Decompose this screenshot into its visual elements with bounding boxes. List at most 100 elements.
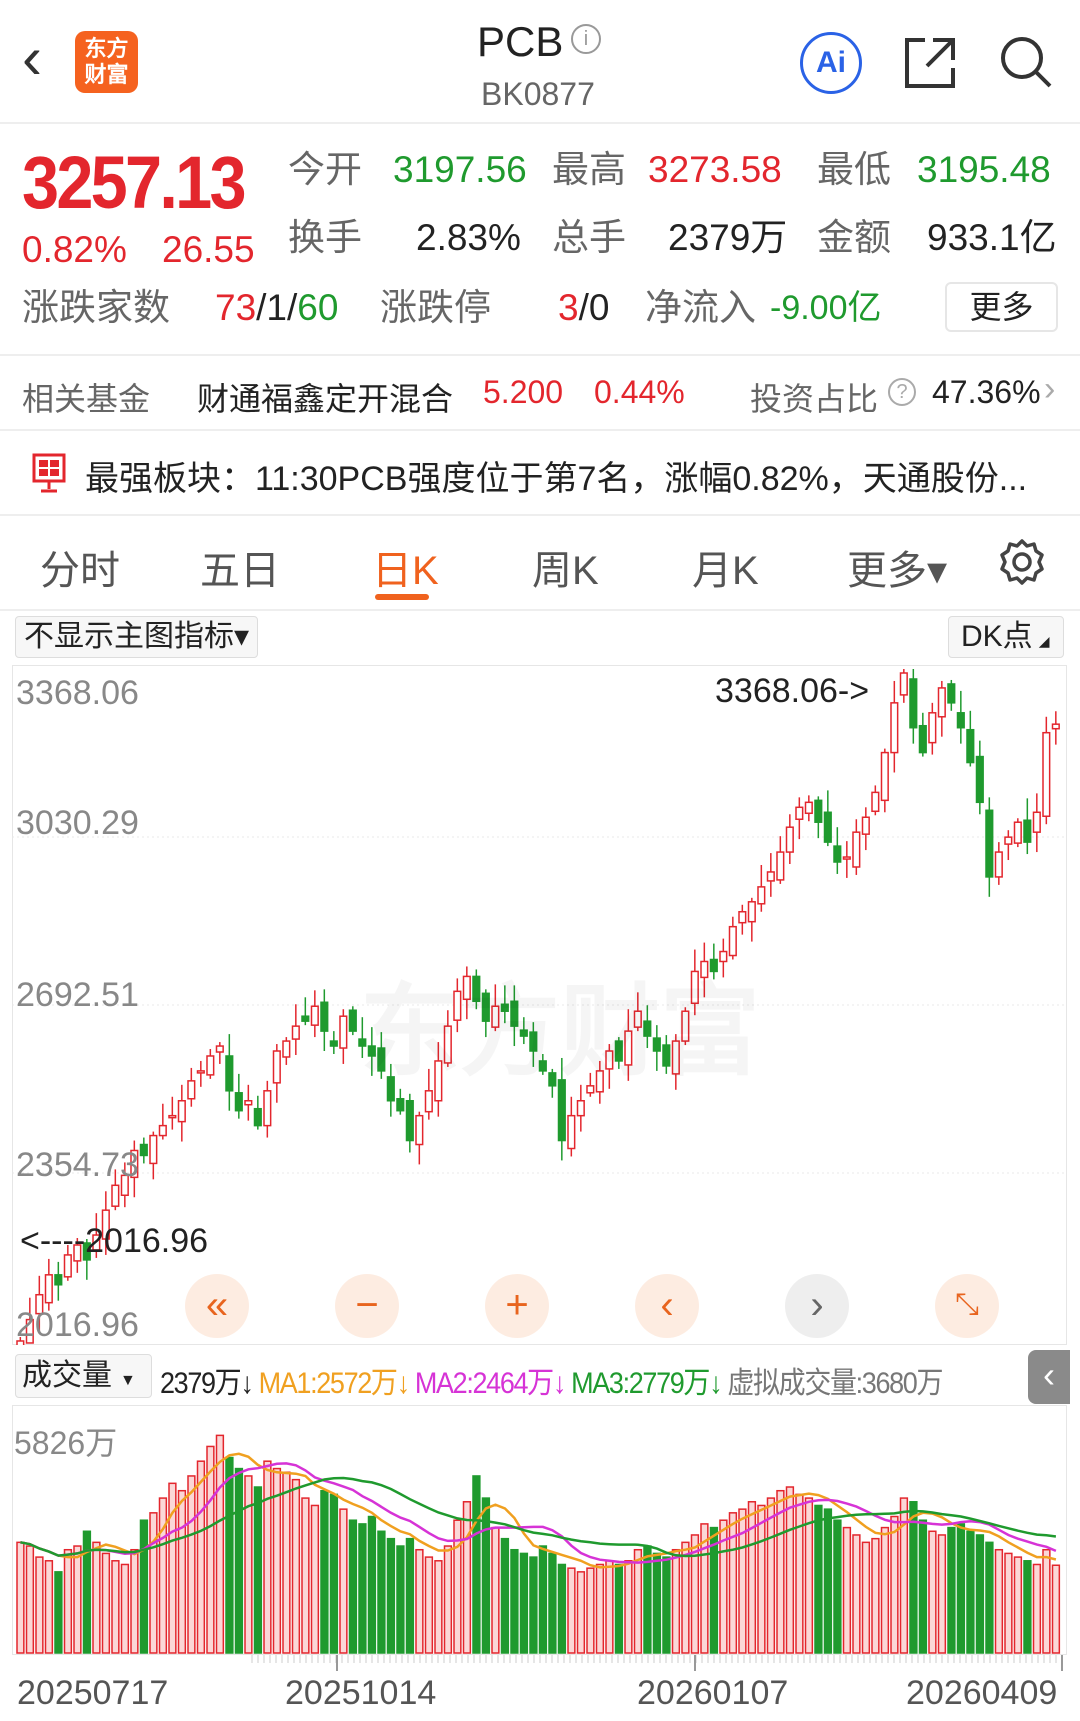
- back-button[interactable]: ‹: [22, 24, 42, 91]
- dk-point-button[interactable]: DK点 ◢: [948, 616, 1064, 658]
- change-value: 26.55: [162, 229, 255, 270]
- candle-body: [985, 809, 994, 878]
- volume-bar: [861, 1541, 871, 1654]
- candle-body: [358, 1038, 367, 1047]
- volume-label: 总手: [552, 217, 626, 258]
- volume-bar: [54, 1571, 63, 1654]
- volume-ma1: MA1:2572万↓: [258, 1367, 410, 1400]
- volume-bar: [187, 1475, 196, 1654]
- candle-body: [681, 1010, 690, 1042]
- volume-bar: [880, 1526, 890, 1654]
- amount-label: 金额: [817, 217, 891, 258]
- ai-button[interactable]: Ai: [800, 32, 862, 94]
- zoom-out-button[interactable]: −: [335, 1274, 399, 1338]
- candle-body: [747, 901, 756, 923]
- volume-bar: [909, 1501, 918, 1654]
- chevron-right-icon: ›: [1044, 370, 1056, 408]
- notice-row[interactable]: 最强板块：11:30PCB强度位于第7名，涨幅0.82%，天通股份...: [0, 431, 1080, 515]
- candle-body: [139, 1143, 148, 1157]
- candle-body: [614, 1040, 623, 1062]
- x-tick: 20260409: [906, 1674, 1058, 1712]
- candle-body: [120, 1174, 129, 1196]
- tab-five-day[interactable]: 五日: [200, 549, 280, 593]
- volume-select-label: 成交量: [22, 1359, 112, 1392]
- candle-body: [25, 1318, 34, 1344]
- volume-chart[interactable]: [12, 1405, 1067, 1655]
- candle-body: [728, 925, 737, 957]
- volume-bar: [823, 1508, 833, 1654]
- volume-bar: [282, 1471, 291, 1654]
- collapse-panel-button[interactable]: ‹: [1028, 1350, 1070, 1404]
- volume-bar: [358, 1523, 367, 1654]
- candle-body: [975, 755, 984, 804]
- volume-bar: [1023, 1560, 1032, 1654]
- scroll-left-button[interactable]: ‹: [635, 1274, 699, 1338]
- settings-gear-icon[interactable]: [998, 538, 1046, 586]
- tab-weekly-k[interactable]: 周K: [532, 549, 599, 593]
- candle-body: [234, 1092, 243, 1112]
- candle-body: [861, 816, 870, 835]
- volume-bar: [975, 1534, 985, 1654]
- candle-body: [1032, 811, 1041, 833]
- share-icon[interactable]: [903, 36, 957, 90]
- tab-daily-k[interactable]: 日K: [372, 549, 439, 593]
- inflow-label: 净流入: [645, 287, 756, 328]
- candle-body: [35, 1293, 44, 1315]
- volume-ma2: MA2:2464万↓: [414, 1367, 566, 1400]
- volume-bar: [168, 1482, 177, 1654]
- volume-bar: [215, 1434, 225, 1654]
- volume-bar: [985, 1541, 994, 1654]
- board-icon: [32, 453, 66, 493]
- scroll-right-button[interactable]: ›: [785, 1274, 849, 1338]
- candle-body: [206, 1055, 215, 1076]
- volume-bar: [348, 1519, 358, 1654]
- tab-more[interactable]: 更多▾: [847, 549, 948, 593]
- volume-bar: [519, 1552, 529, 1654]
- volume-bar: [956, 1523, 966, 1654]
- candle-body: [1023, 819, 1032, 843]
- volume-bar: [130, 1548, 139, 1654]
- candle-body: [272, 1050, 281, 1084]
- candle-body: [690, 970, 699, 1005]
- fullscreen-button[interactable]: ⤡: [935, 1274, 999, 1338]
- volume-bar: [624, 1560, 633, 1654]
- main-indicator-select[interactable]: 不显示主图指标▾: [15, 616, 259, 658]
- candle-body: [538, 1060, 547, 1072]
- search-icon[interactable]: [998, 34, 1054, 90]
- candle-body: [795, 806, 804, 820]
- candle-body: [472, 975, 481, 1003]
- help-icon[interactable]: ?: [888, 378, 916, 406]
- volume-bar: [833, 1519, 842, 1654]
- last-price: 3257.13: [22, 141, 247, 224]
- candle-body: [548, 1072, 557, 1087]
- zoom-far-left-button[interactable]: «: [185, 1274, 249, 1338]
- candle-body: [92, 1234, 101, 1251]
- volume-bar: [994, 1548, 1004, 1654]
- volume-bar: [814, 1504, 823, 1654]
- volume-bar: [25, 1545, 35, 1654]
- volume-bar: [491, 1526, 500, 1654]
- more-button[interactable]: 更多: [945, 282, 1058, 332]
- volume-indicator-select[interactable]: 成交量 ▼: [15, 1354, 152, 1398]
- zoom-in-button[interactable]: +: [485, 1274, 549, 1338]
- virtual-volume: 虚拟成交量:3680万: [727, 1367, 943, 1400]
- tab-intraday[interactable]: 分时: [40, 549, 120, 593]
- volume-bar: [928, 1530, 937, 1654]
- volume-bar: [671, 1548, 681, 1654]
- candle-body: [111, 1184, 120, 1207]
- candle-body: [225, 1055, 234, 1092]
- candle-body: [1042, 731, 1051, 818]
- volume-bar: [1013, 1556, 1023, 1654]
- info-icon[interactable]: i: [571, 24, 601, 54]
- volume-bar: [320, 1489, 329, 1654]
- volume-bar: [234, 1467, 244, 1654]
- candle-body: [196, 1070, 205, 1074]
- candle-body: [415, 1114, 424, 1146]
- candle-body: [738, 910, 747, 924]
- app-logo: 东方财富: [75, 31, 138, 93]
- tab-monthly-k[interactable]: 月K: [692, 549, 759, 593]
- candle-body: [529, 1031, 538, 1052]
- candle-body: [177, 1099, 186, 1123]
- volume-bar: [462, 1501, 472, 1654]
- related-fund-row[interactable]: 相关基金 财通福鑫定开混合 5.200 0.44% 投资占比 ? 47.36% …: [0, 356, 1080, 430]
